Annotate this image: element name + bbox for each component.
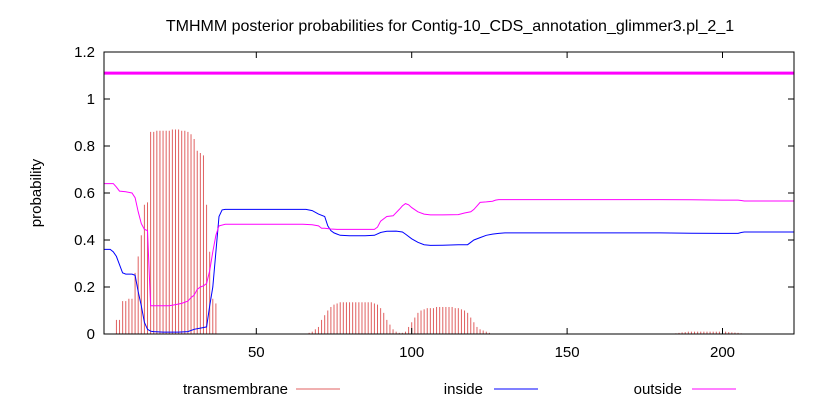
legend-label-outside: outside (634, 381, 682, 398)
x-tick-label: 200 (710, 344, 735, 361)
y-tick-label: 0.4 (74, 232, 95, 249)
y-tick-label: 0.2 (74, 279, 95, 296)
transmembrane-impulses (115, 129, 742, 334)
y-tick-label: 1.2 (74, 44, 95, 61)
plot-area (104, 71, 794, 334)
x-tick-label: 150 (555, 344, 580, 361)
outside-line (104, 183, 794, 307)
y-axis-label: probability (28, 158, 45, 227)
y-tick-label: 1 (87, 91, 95, 108)
y-tick-label: 0.6 (74, 185, 95, 202)
y-tick-label: 0 (87, 326, 95, 343)
chart-title: TMHMM posterior probabilities for Contig… (166, 18, 734, 35)
x-tick-label: 50 (248, 344, 265, 361)
inside-line (104, 208, 794, 333)
x-tick-label: 100 (399, 344, 424, 361)
legend-label-transmembrane: transmembrane (183, 381, 288, 398)
y-tick-label: 0.8 (74, 138, 95, 155)
legend-label-inside: inside (444, 381, 483, 398)
legend: transmembrane inside outside (183, 381, 736, 398)
axes: 0 0.2 0.4 0.6 0.8 1 1.2 50 100 150 200 (74, 44, 794, 361)
